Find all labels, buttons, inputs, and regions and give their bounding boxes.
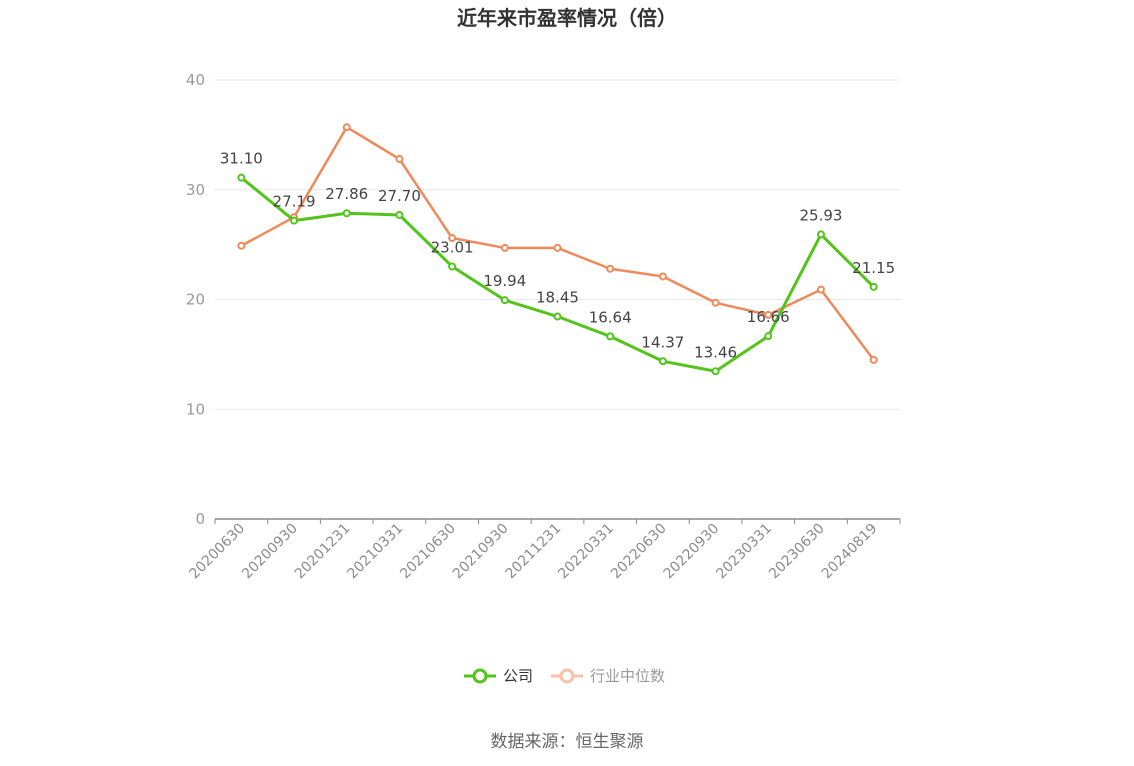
- data-point: [395, 155, 404, 164]
- data-point: [342, 123, 351, 132]
- data-point: [290, 216, 299, 225]
- x-tick-label: 20210930: [450, 521, 512, 583]
- data-point: [658, 357, 667, 366]
- data-label: 13.46: [694, 343, 737, 361]
- series-layer: [237, 123, 878, 376]
- x-tick-label: 20200930: [239, 521, 301, 583]
- data-label: 18.45: [536, 289, 579, 307]
- x-tick-label: 20230630: [766, 521, 828, 583]
- series-industry-median: [237, 123, 878, 364]
- x-tick-label: 20220331: [555, 521, 617, 583]
- data-label: 27.19: [273, 193, 316, 211]
- x-axis: 2020063020200930202012312021033120210630…: [186, 518, 901, 583]
- data-label: 16.66: [747, 308, 790, 326]
- y-tick-label: 30: [186, 181, 205, 199]
- data-point: [500, 243, 509, 252]
- data-point: [658, 272, 667, 281]
- legend-item-industry-median[interactable]: 行业中位数: [551, 667, 665, 685]
- legend-marker-company: [472, 668, 488, 684]
- x-tick-label: 20201231: [292, 521, 354, 583]
- y-tick-label: 40: [186, 71, 205, 89]
- data-label: 27.70: [378, 187, 421, 205]
- data-point: [816, 230, 825, 239]
- data-point: [553, 243, 562, 252]
- y-axis: 0 10 20 30 40: [186, 71, 205, 528]
- legend-label-industry-median: 行业中位数: [590, 667, 665, 685]
- data-point: [500, 296, 509, 305]
- series-line: [240, 176, 875, 373]
- x-tick-label: 20200630: [186, 521, 248, 583]
- x-tick-label: 20210630: [397, 521, 459, 583]
- y-tick-label: 20: [186, 291, 205, 309]
- legend[interactable]: 公司 行业中位数: [464, 667, 665, 685]
- data-point: [237, 241, 246, 250]
- data-label: 25.93: [799, 206, 842, 224]
- data-point: [237, 173, 246, 182]
- data-point: [342, 209, 351, 218]
- data-point: [764, 332, 773, 341]
- x-tick-label: 20210331: [345, 521, 407, 583]
- data-label: 27.86: [325, 185, 368, 203]
- x-tick-label: 20220630: [608, 521, 670, 583]
- legend-item-company[interactable]: 公司: [464, 667, 533, 685]
- data-point: [711, 367, 720, 376]
- data-point: [448, 262, 457, 271]
- data-source: 数据来源：恒生聚源: [491, 732, 644, 752]
- y-tick-label: 0: [195, 510, 205, 528]
- data-label: 16.64: [589, 308, 632, 326]
- data-point: [395, 210, 404, 219]
- y-tick-label: 10: [186, 400, 205, 418]
- data-point: [711, 298, 720, 307]
- chart-title: 近年来市盈率情况（倍）: [457, 6, 677, 30]
- data-label: 23.01: [431, 238, 474, 256]
- data-point: [816, 285, 825, 294]
- data-point: [553, 312, 562, 321]
- data-point: [448, 234, 457, 243]
- x-tick-label: 20211231: [503, 521, 565, 583]
- data-point: [606, 264, 615, 273]
- data-label: 21.15: [852, 259, 895, 277]
- x-tick-label: 20240819: [819, 521, 881, 583]
- legend-marker-industry-median: [559, 668, 575, 684]
- series-company: [237, 173, 878, 376]
- data-point: [764, 310, 773, 319]
- data-label: 14.37: [641, 333, 684, 351]
- x-tick-label: 20230331: [713, 521, 775, 583]
- data-point: [606, 332, 615, 341]
- x-tick-label: 20220930: [661, 521, 723, 583]
- data-labels: 31.10 27.19 27.86 27.70 23.01 19.94 18.45 16.64…: [220, 150, 895, 362]
- data-label: 31.10: [220, 150, 263, 168]
- data-label: 19.94: [483, 272, 526, 290]
- data-point: [869, 355, 878, 364]
- legend-label-company: 公司: [503, 667, 533, 685]
- data-point: [869, 282, 878, 291]
